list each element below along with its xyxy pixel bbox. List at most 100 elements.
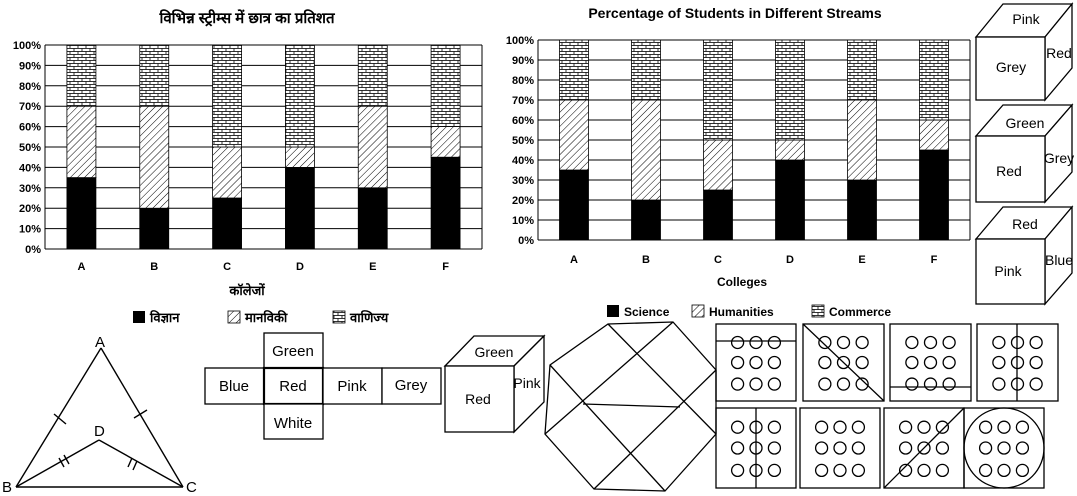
dot-circle	[935, 441, 950, 455]
dot-circle	[905, 355, 919, 370]
dot-circle	[730, 463, 745, 478]
y-tick-label: 60%	[19, 122, 41, 134]
dot-grid-figures	[715, 323, 1059, 489]
bar-segment	[847, 99, 877, 181]
dot-circle	[1015, 441, 1030, 455]
bar-segment	[357, 44, 388, 107]
x-tick-label: C	[223, 261, 231, 273]
fold-line	[802, 323, 885, 402]
dot-circle	[898, 441, 913, 455]
net-face-left	[204, 367, 265, 405]
vertex-label-b: B	[2, 479, 12, 496]
chart-title: विभिन्न स्ट्रीम्स में छात्र का प्रतिशत	[158, 9, 336, 27]
dot-circle	[898, 463, 913, 478]
dot-circle	[917, 441, 931, 455]
double-tick-bd	[63, 454, 70, 465]
dot-grid-panel	[889, 323, 972, 402]
net-face-far-right	[381, 367, 442, 405]
octagon-diagonal	[549, 364, 666, 492]
cube-3-front-label: Pink	[994, 263, 1022, 279]
x-tick-label: D	[786, 254, 794, 266]
dot-circle	[997, 463, 1011, 478]
dot-circle	[818, 377, 832, 391]
bar-segment	[285, 146, 315, 168]
bar-segment	[66, 177, 97, 250]
legend-label-humanities: मानविकी	[244, 310, 288, 325]
chart-title: Percentage of Students in Different Stre…	[588, 5, 882, 21]
segment-cd	[98, 439, 184, 488]
dot-circle	[749, 335, 763, 350]
x-tick-label: D	[296, 261, 304, 273]
bar-segment	[139, 44, 170, 107]
dot-circle	[836, 335, 851, 350]
legend: Science Humanities Commerce	[607, 304, 891, 319]
y-tick-label: 100%	[506, 35, 534, 47]
net-face-bottom	[263, 403, 324, 440]
cube-2-front-label: Red	[996, 163, 1022, 179]
y-tick-label: 80%	[19, 81, 41, 93]
y-tick-label: 50%	[19, 142, 41, 154]
bar-segment	[357, 187, 388, 250]
bar-segment	[430, 126, 461, 158]
octagon-midline	[582, 403, 681, 408]
bar-segment	[775, 159, 805, 241]
dot-circle	[992, 335, 1006, 350]
dot-grid-panel	[799, 407, 881, 489]
cube-3: Red Pink Blue	[974, 205, 1074, 306]
x-tick-label: E	[858, 254, 865, 266]
cube-3-top-label: Red	[1012, 216, 1038, 232]
dot-circle	[923, 335, 938, 350]
bar-segment	[357, 105, 388, 189]
dot-circle	[997, 441, 1011, 455]
dot-circle	[851, 441, 866, 455]
dot-circle	[833, 441, 847, 455]
bar-segment	[919, 149, 949, 241]
bar-segment	[285, 166, 315, 250]
dot-circle	[978, 441, 993, 455]
cube-3-side-label: Blue	[1045, 252, 1073, 268]
legend-label-commerce: Commerce	[829, 305, 891, 319]
bar-segment	[559, 169, 589, 241]
x-tick-label: B	[150, 261, 158, 273]
net-label-left: Blue	[219, 378, 249, 395]
cube-1-front-face	[975, 36, 1046, 101]
dot-circle	[730, 335, 745, 350]
bar-segment	[775, 39, 805, 141]
cube-2-top-label: Green	[1006, 115, 1045, 131]
net-label-top: Green	[272, 343, 314, 360]
bar-segment	[631, 39, 661, 101]
y-tick-label: 70%	[512, 95, 534, 107]
tick-mark-ac	[133, 409, 148, 419]
net-cube-top-label: Green	[475, 344, 514, 360]
dot-circle	[767, 355, 782, 370]
net-cube-side-label: Pink	[513, 375, 541, 391]
bar-segment	[919, 39, 949, 121]
dot-circle	[992, 355, 1006, 370]
bar-segment	[139, 207, 170, 250]
double-tick-cd	[132, 460, 138, 471]
dot-circle	[1029, 377, 1043, 391]
stacked-bar-chart-hindi: विभिन्न स्ट्रीम्स में छात्र का प्रतिशत 0…	[13, 9, 483, 325]
bar-segment	[559, 99, 589, 171]
vertex-label-a: A	[95, 334, 105, 351]
bar-segment	[631, 199, 661, 241]
dot-circle	[749, 377, 763, 391]
vertex-label-c: C	[186, 479, 197, 496]
bar-segment	[66, 105, 97, 178]
legend-label-science: Science	[624, 305, 670, 319]
dot-circle	[855, 355, 869, 370]
y-tick-label: 10%	[19, 224, 41, 236]
y-tick-label: 50%	[512, 135, 534, 147]
dot-circle	[767, 463, 782, 478]
cube-2: Green Red Grey	[974, 103, 1074, 204]
y-tick-label: 0%	[25, 244, 41, 256]
legend-swatch-humanities	[691, 304, 705, 318]
net-face-right	[322, 367, 383, 405]
bar-segment	[430, 44, 461, 127]
cube-1-front-label: Grey	[996, 59, 1026, 75]
bar-segment	[430, 156, 461, 250]
legend-swatch-commerce	[332, 310, 346, 324]
dot-circle	[942, 377, 956, 391]
y-tick-label: 0%	[518, 235, 534, 247]
